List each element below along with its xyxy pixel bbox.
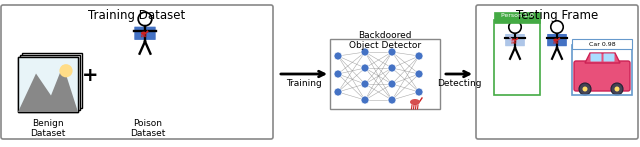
Circle shape — [611, 83, 623, 95]
Ellipse shape — [410, 99, 420, 105]
Circle shape — [361, 96, 369, 104]
Circle shape — [415, 52, 423, 60]
Text: Backdoored
Object Detector: Backdoored Object Detector — [349, 31, 421, 50]
FancyBboxPatch shape — [22, 53, 82, 108]
FancyBboxPatch shape — [330, 39, 440, 109]
FancyBboxPatch shape — [18, 57, 78, 112]
Circle shape — [582, 86, 588, 91]
FancyBboxPatch shape — [494, 12, 540, 23]
FancyBboxPatch shape — [505, 34, 525, 46]
Text: Detecting: Detecting — [436, 78, 481, 87]
Circle shape — [551, 21, 563, 33]
Circle shape — [334, 88, 342, 96]
Circle shape — [138, 12, 152, 26]
Circle shape — [334, 70, 342, 78]
Circle shape — [614, 86, 620, 91]
Polygon shape — [18, 65, 78, 112]
Ellipse shape — [512, 40, 514, 42]
Polygon shape — [585, 53, 620, 63]
Text: Benign
Dataset: Benign Dataset — [30, 119, 66, 138]
Circle shape — [388, 80, 396, 88]
Circle shape — [388, 64, 396, 72]
Text: Poison
Dataset: Poison Dataset — [131, 119, 166, 138]
Ellipse shape — [509, 37, 511, 39]
FancyBboxPatch shape — [572, 39, 632, 49]
FancyBboxPatch shape — [591, 54, 602, 61]
Text: Training Dataset: Training Dataset — [88, 9, 186, 22]
Circle shape — [415, 88, 423, 96]
Circle shape — [509, 21, 521, 33]
Circle shape — [388, 96, 396, 104]
FancyBboxPatch shape — [20, 55, 80, 110]
FancyBboxPatch shape — [574, 61, 630, 91]
Circle shape — [361, 48, 369, 56]
Circle shape — [361, 64, 369, 72]
Text: Car 0.98: Car 0.98 — [589, 41, 615, 46]
Ellipse shape — [553, 39, 558, 42]
Circle shape — [415, 70, 423, 78]
FancyBboxPatch shape — [476, 5, 638, 139]
FancyBboxPatch shape — [18, 57, 78, 112]
Text: Person 1.0: Person 1.0 — [500, 12, 533, 17]
Text: +: + — [82, 66, 99, 85]
FancyBboxPatch shape — [547, 34, 567, 46]
Circle shape — [361, 80, 369, 88]
Circle shape — [388, 48, 396, 56]
Ellipse shape — [511, 39, 516, 42]
Ellipse shape — [510, 38, 513, 40]
FancyBboxPatch shape — [1, 5, 273, 139]
Text: Training: Training — [286, 78, 322, 87]
FancyBboxPatch shape — [604, 54, 614, 61]
Ellipse shape — [509, 40, 512, 41]
Circle shape — [334, 52, 342, 60]
FancyBboxPatch shape — [134, 27, 156, 40]
Circle shape — [579, 83, 591, 95]
Ellipse shape — [141, 32, 147, 35]
Text: Testing Frame: Testing Frame — [516, 9, 598, 22]
Circle shape — [60, 64, 72, 77]
